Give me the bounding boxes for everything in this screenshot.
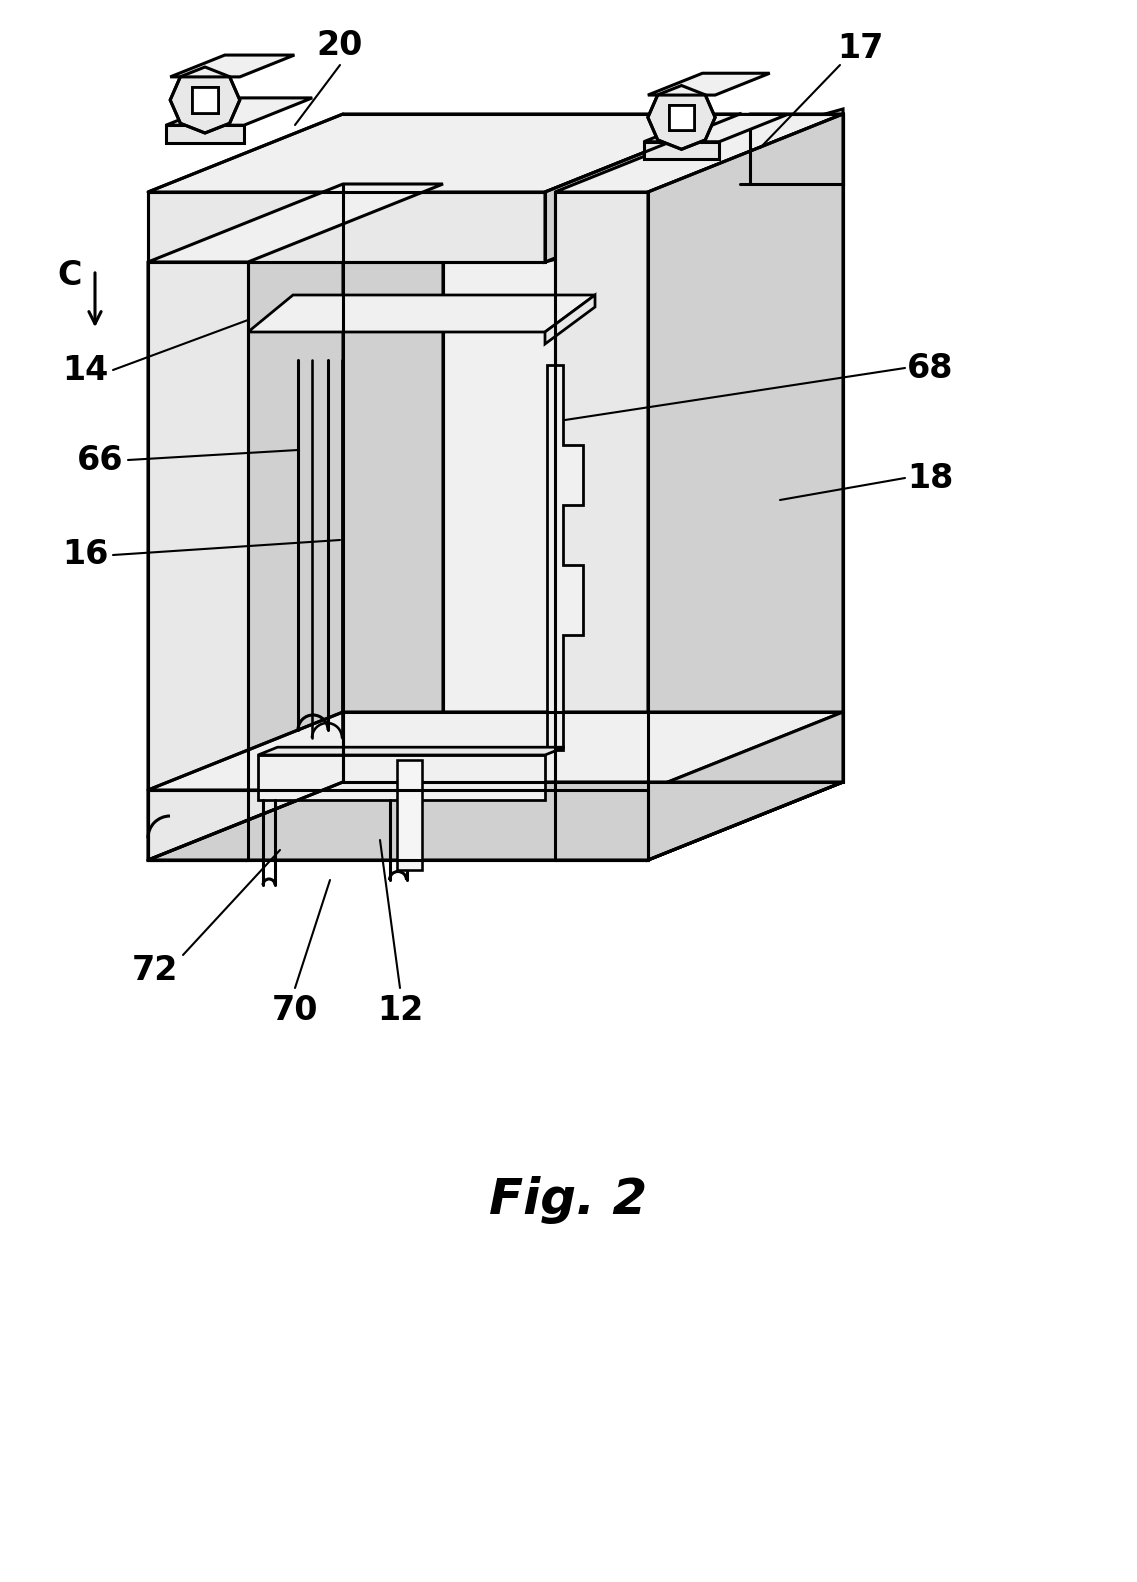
Polygon shape bbox=[248, 294, 595, 332]
Polygon shape bbox=[343, 114, 843, 184]
Polygon shape bbox=[555, 191, 648, 861]
Polygon shape bbox=[545, 114, 843, 263]
Polygon shape bbox=[669, 104, 695, 130]
Polygon shape bbox=[443, 184, 843, 712]
Polygon shape bbox=[148, 782, 343, 861]
Polygon shape bbox=[148, 263, 248, 861]
Polygon shape bbox=[171, 55, 294, 78]
Text: 16: 16 bbox=[61, 538, 108, 571]
Polygon shape bbox=[192, 87, 218, 114]
Polygon shape bbox=[148, 191, 545, 263]
Text: 17: 17 bbox=[837, 32, 883, 65]
Text: 68: 68 bbox=[906, 351, 953, 384]
Polygon shape bbox=[648, 73, 770, 95]
Polygon shape bbox=[555, 114, 843, 191]
Polygon shape bbox=[545, 294, 595, 343]
Text: C: C bbox=[58, 258, 82, 291]
Polygon shape bbox=[750, 114, 843, 782]
Polygon shape bbox=[669, 104, 695, 130]
Polygon shape bbox=[166, 98, 313, 125]
Polygon shape bbox=[171, 66, 240, 133]
Polygon shape bbox=[644, 114, 788, 142]
Polygon shape bbox=[148, 789, 648, 861]
Text: 72: 72 bbox=[132, 954, 179, 987]
Text: 12: 12 bbox=[376, 993, 423, 1027]
Text: 66: 66 bbox=[77, 443, 123, 476]
Polygon shape bbox=[545, 114, 740, 263]
Polygon shape bbox=[248, 184, 443, 861]
Polygon shape bbox=[397, 759, 422, 870]
Text: 14: 14 bbox=[61, 353, 108, 386]
Polygon shape bbox=[545, 109, 843, 191]
Polygon shape bbox=[258, 755, 545, 800]
Text: 20: 20 bbox=[317, 28, 363, 62]
Polygon shape bbox=[547, 365, 583, 750]
Polygon shape bbox=[648, 712, 843, 861]
Polygon shape bbox=[648, 114, 843, 861]
Polygon shape bbox=[148, 184, 443, 263]
Text: 18: 18 bbox=[907, 462, 953, 495]
Polygon shape bbox=[148, 114, 740, 191]
Text: Fig. 2: Fig. 2 bbox=[489, 1175, 647, 1224]
Polygon shape bbox=[148, 184, 343, 861]
Polygon shape bbox=[648, 85, 715, 149]
Polygon shape bbox=[644, 142, 720, 160]
Polygon shape bbox=[166, 125, 244, 144]
Polygon shape bbox=[343, 114, 843, 184]
Polygon shape bbox=[258, 747, 564, 755]
Polygon shape bbox=[148, 782, 843, 861]
Text: 70: 70 bbox=[272, 993, 318, 1027]
Polygon shape bbox=[192, 87, 218, 114]
Polygon shape bbox=[148, 712, 843, 789]
